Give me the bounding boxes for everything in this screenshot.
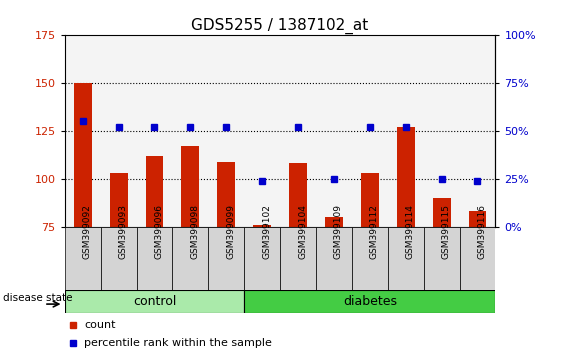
- Text: GSM399098: GSM399098: [190, 204, 199, 259]
- Bar: [316, 227, 352, 292]
- Text: GSM399116: GSM399116: [477, 204, 486, 259]
- Text: GSM399104: GSM399104: [298, 204, 307, 259]
- Bar: [181, 146, 199, 227]
- Text: GSM399109: GSM399109: [334, 204, 343, 259]
- Bar: [432, 198, 450, 227]
- Text: diabetes: diabetes: [343, 295, 397, 308]
- Text: count: count: [84, 320, 115, 330]
- Bar: [74, 83, 92, 227]
- Text: GSM399102: GSM399102: [262, 204, 271, 259]
- Bar: [397, 127, 415, 227]
- Bar: [137, 227, 172, 292]
- Text: control: control: [133, 295, 176, 308]
- Text: GSM399092: GSM399092: [83, 204, 92, 259]
- Bar: [253, 225, 271, 227]
- Bar: [468, 211, 486, 227]
- Bar: [325, 217, 343, 227]
- Text: GSM399112: GSM399112: [370, 204, 379, 259]
- Bar: [424, 227, 459, 292]
- Bar: [289, 164, 307, 227]
- Bar: [208, 227, 244, 292]
- Bar: [110, 173, 128, 227]
- Title: GDS5255 / 1387102_at: GDS5255 / 1387102_at: [191, 18, 369, 34]
- Bar: [459, 227, 495, 292]
- Bar: [352, 227, 388, 292]
- Text: GSM399114: GSM399114: [406, 204, 415, 259]
- Bar: [101, 227, 137, 292]
- Text: GSM399099: GSM399099: [226, 204, 235, 259]
- Bar: [244, 227, 280, 292]
- Text: GSM399093: GSM399093: [119, 204, 128, 259]
- Bar: [145, 156, 163, 227]
- Bar: [388, 227, 424, 292]
- Bar: [244, 290, 495, 313]
- Text: GSM399096: GSM399096: [154, 204, 163, 259]
- Text: disease state: disease state: [3, 293, 73, 303]
- Text: GSM399115: GSM399115: [441, 204, 450, 259]
- Bar: [172, 227, 208, 292]
- Bar: [361, 173, 379, 227]
- Text: percentile rank within the sample: percentile rank within the sample: [84, 338, 272, 348]
- Bar: [65, 290, 244, 313]
- Bar: [65, 227, 101, 292]
- Bar: [280, 227, 316, 292]
- Bar: [217, 161, 235, 227]
